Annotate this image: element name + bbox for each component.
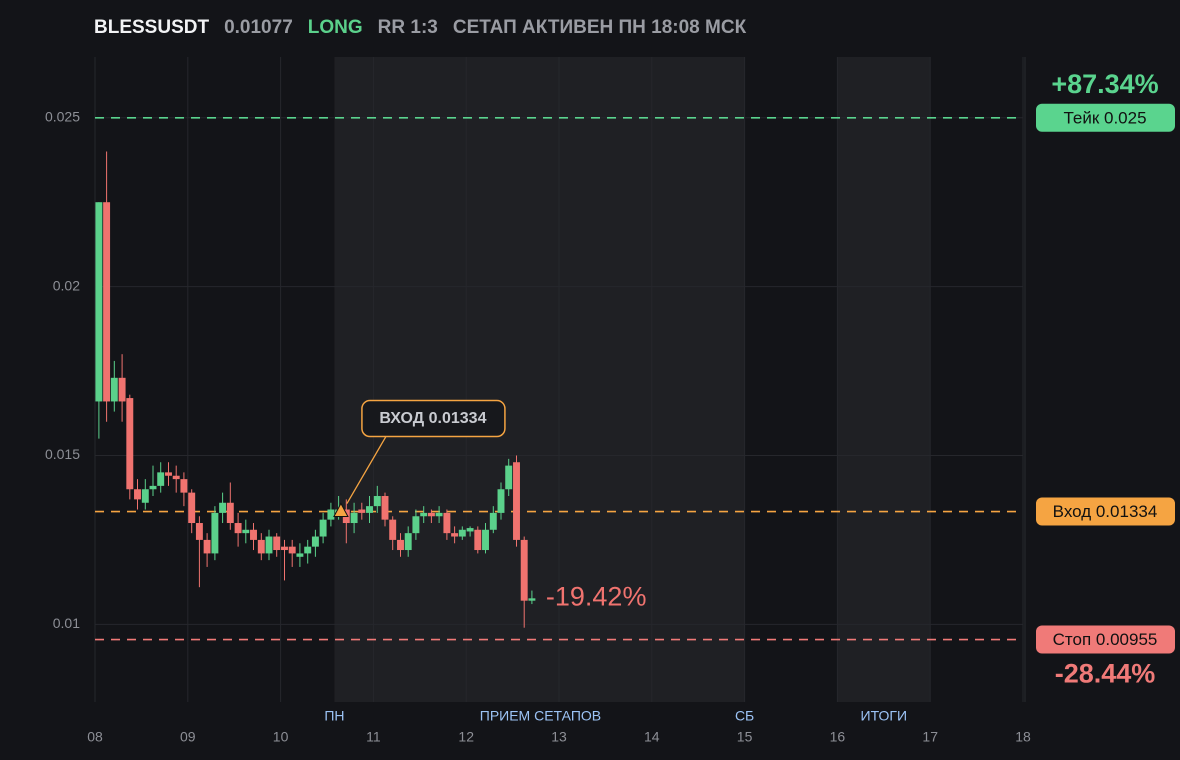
candle-body [149,485,157,490]
candle-body [226,502,234,524]
x-tick-label: 12 [458,729,474,745]
candle-body [281,546,288,551]
session-label: СБ [735,708,754,724]
candle-body [172,475,180,480]
header-status: СЕТАП АКТИВЕН ПН 18:08 МСК [453,17,747,38]
candle-body [381,496,389,520]
candle-body [520,539,528,601]
session-label: ИТОГИ [861,708,908,724]
candle-body [458,529,466,537]
x-tick-label: 17 [922,729,938,745]
y-tick-label: 0.015 [45,446,80,462]
candle-body [219,502,227,513]
candle-body [451,533,459,537]
candle-body [165,472,172,476]
x-tick-label: 18 [1015,729,1031,745]
candle-body [211,512,219,554]
entry-marker [333,502,349,518]
candle-body [103,202,111,402]
candle-body [482,529,489,551]
candle-body [311,536,319,547]
level-label: Тейк 0.025 [1063,108,1146,127]
session-band [334,57,745,702]
candle-body [118,377,126,402]
level-change: +87.34% [1051,69,1158,99]
level-label: Вход 0.01334 [1053,502,1158,521]
candle-body [528,598,536,601]
candle-body [319,519,327,537]
x-tick-label: 14 [644,729,660,745]
session-label: ПН [324,708,344,724]
candle-body [358,509,366,513]
x-tick-label: 08 [87,729,103,745]
candle-body [373,496,381,507]
candle-body [180,479,188,493]
candle-body [296,553,304,557]
candle-body [435,512,443,517]
candle-body [265,536,273,554]
header-symbol: BLESSUSDT [94,17,209,38]
candle-body [304,546,312,554]
candle-body [234,523,242,534]
candle-body [188,492,196,524]
candle-body [474,529,482,551]
callout-line [346,436,387,504]
callout-box [361,399,506,438]
session-band [837,57,931,702]
candle-body [513,462,520,540]
candle-body [95,202,103,402]
current-change: -19.42% [546,581,647,611]
candle-body [397,539,404,551]
candle-body [327,509,335,520]
x-tick-label: 10 [273,729,289,745]
candle-body [404,533,412,551]
header-price: 0.01077 [224,17,293,38]
candle-body [134,489,141,500]
candle-body [257,539,265,554]
level-change: -28.44% [1055,659,1156,689]
candle-body [350,512,358,524]
x-tick-label: 13 [551,729,567,745]
candle-body [242,529,250,534]
candle-body [157,472,165,486]
level-badge [1036,625,1175,654]
candle-body [366,506,373,513]
x-tick-label: 09 [180,729,196,745]
x-tick-label: 15 [737,729,753,745]
candle-body [195,523,203,540]
y-tick-label: 0.025 [45,108,80,124]
candle-body [505,465,513,490]
x-tick-label: 11 [366,729,381,745]
candle-body [250,529,257,540]
candle-body [288,546,296,554]
y-tick-label: 0.02 [53,277,80,293]
candle-body [443,512,451,534]
candle-body [427,512,435,517]
x-tick-label: 16 [830,729,846,745]
candle-body [203,539,211,554]
candle-body [273,536,281,551]
header-side: LONG [308,17,363,38]
candle-body [489,512,497,530]
candle-body [126,398,134,490]
candle-body [110,377,118,402]
candle-body [466,528,474,532]
level-label: Стоп 0.00955 [1053,630,1158,649]
candle-body [497,489,505,513]
candle-body [412,516,420,534]
header-rr: RR 1:3 [378,17,438,38]
y-tick-label: 0.01 [53,615,80,631]
level-badge [1036,497,1175,526]
level-badge [1036,103,1175,132]
session-label: ПРИЕМ СЕТАПОВ [480,708,601,724]
candle-body [389,519,397,540]
candle-body [420,512,428,517]
callout-label: ВХОД 0.01334 [379,410,486,427]
candle-body [141,489,149,503]
